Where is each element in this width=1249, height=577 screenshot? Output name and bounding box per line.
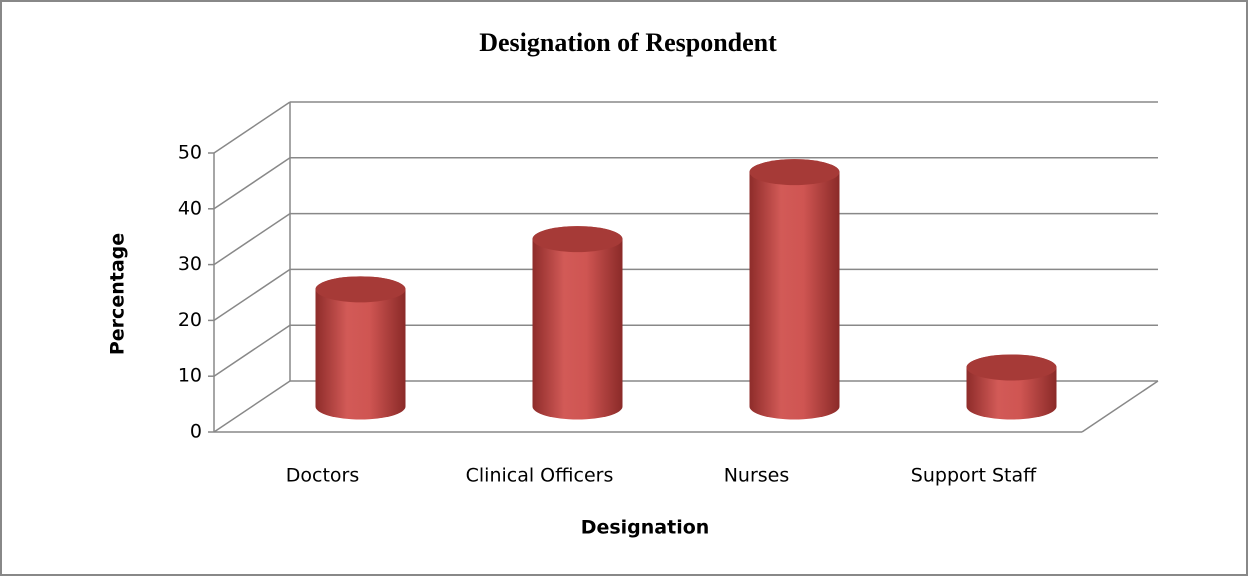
y-tick-label: 50: [178, 142, 202, 164]
x-tick-label: Clinical Officers: [466, 465, 614, 487]
y-tick-label: 20: [178, 309, 202, 331]
bar-top: [532, 226, 623, 253]
grid-line: [213, 268, 291, 322]
floor-edge: [1081, 380, 1159, 433]
grid-line: [213, 101, 291, 154]
bar: [749, 159, 840, 420]
y-tick-label: 30: [178, 253, 202, 275]
grid-line: [213, 324, 291, 377]
y-axis-title: Percentage: [107, 233, 129, 355]
grid-line: [213, 157, 291, 210]
bar-top: [966, 354, 1057, 381]
bar-top: [749, 159, 840, 186]
x-tick-label: Nurses: [724, 465, 790, 487]
bar: [315, 276, 406, 420]
y-tick-label: 0: [190, 421, 202, 443]
grid-line: [213, 212, 291, 266]
y-tick-label: 10: [178, 365, 202, 387]
y-tick-label: 40: [178, 197, 202, 219]
bar: [532, 226, 623, 420]
x-tick-label: Doctors: [286, 465, 360, 487]
grid-line: [213, 380, 291, 433]
bar-top: [315, 276, 406, 303]
x-axis-title: Designation: [581, 517, 710, 539]
chart-title: Designation of Respondent: [479, 28, 777, 57]
x-tick-label: Support Staff: [911, 465, 1037, 487]
